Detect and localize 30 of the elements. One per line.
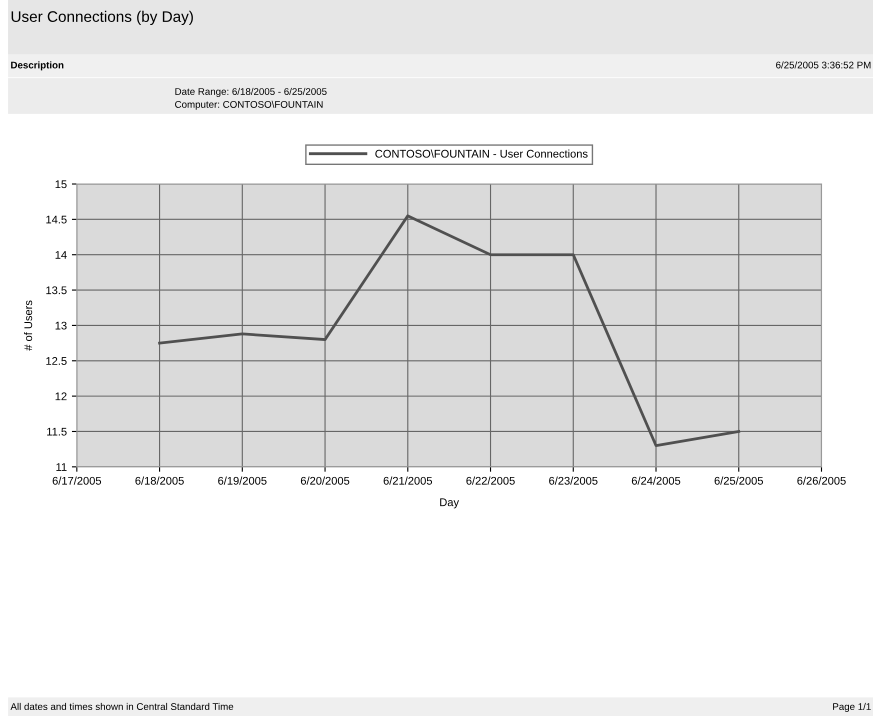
y-tick-label: 13 bbox=[56, 322, 67, 330]
y-tick-label: 12 bbox=[56, 392, 67, 400]
x-tick-label: 6/17/2005 bbox=[52, 476, 102, 485]
chart-title: User Connections (by Day) bbox=[12, 10, 193, 26]
y-tick-label: 13.5 bbox=[46, 286, 67, 294]
y-tick-label: 11.5 bbox=[47, 428, 67, 436]
x-tick-label: 6/21/2005 bbox=[384, 476, 432, 485]
text: 6/25/2005 3:36:52 PM bbox=[776, 61, 870, 68]
text: CONTOSO\FOUNTAIN - User Connections bbox=[375, 150, 588, 158]
y-tick-label: 12.5 bbox=[46, 357, 67, 365]
y-tick-label: 15 bbox=[56, 180, 67, 188]
line-series bbox=[158, 214, 740, 448]
x-tick-label: 6/20/2005 bbox=[300, 476, 350, 485]
text: Date Range: 6/18/2005 - 6/25/2005 bbox=[175, 88, 327, 97]
x-tick-label: 6/18/2005 bbox=[135, 476, 184, 485]
y-tick-label: 14.5 bbox=[46, 216, 67, 224]
y-tick-label: 14 bbox=[56, 251, 67, 259]
x-tick-label: 6/24/2005 bbox=[632, 476, 680, 485]
x-axis-title: Day bbox=[440, 498, 460, 508]
text: All dates and times shown in Central Standard Time bbox=[10, 702, 234, 710]
x-tick-label: 6/26/2005 bbox=[797, 476, 846, 485]
text: Description bbox=[11, 61, 64, 70]
x-tick-label: 6/23/2005 bbox=[549, 476, 598, 485]
x-tick-label: 6/19/2005 bbox=[218, 476, 267, 485]
y-axis-title: # of Users bbox=[24, 300, 32, 351]
y-tick-label: 11 bbox=[56, 463, 67, 471]
x-tick-label: 6/22/2005 bbox=[466, 476, 515, 485]
text: Page 1/1 bbox=[833, 702, 871, 712]
text: Computer: CONTOSO\FOUNTAIN bbox=[175, 100, 323, 110]
x-tick-label: 6/25/2005 bbox=[714, 476, 764, 485]
